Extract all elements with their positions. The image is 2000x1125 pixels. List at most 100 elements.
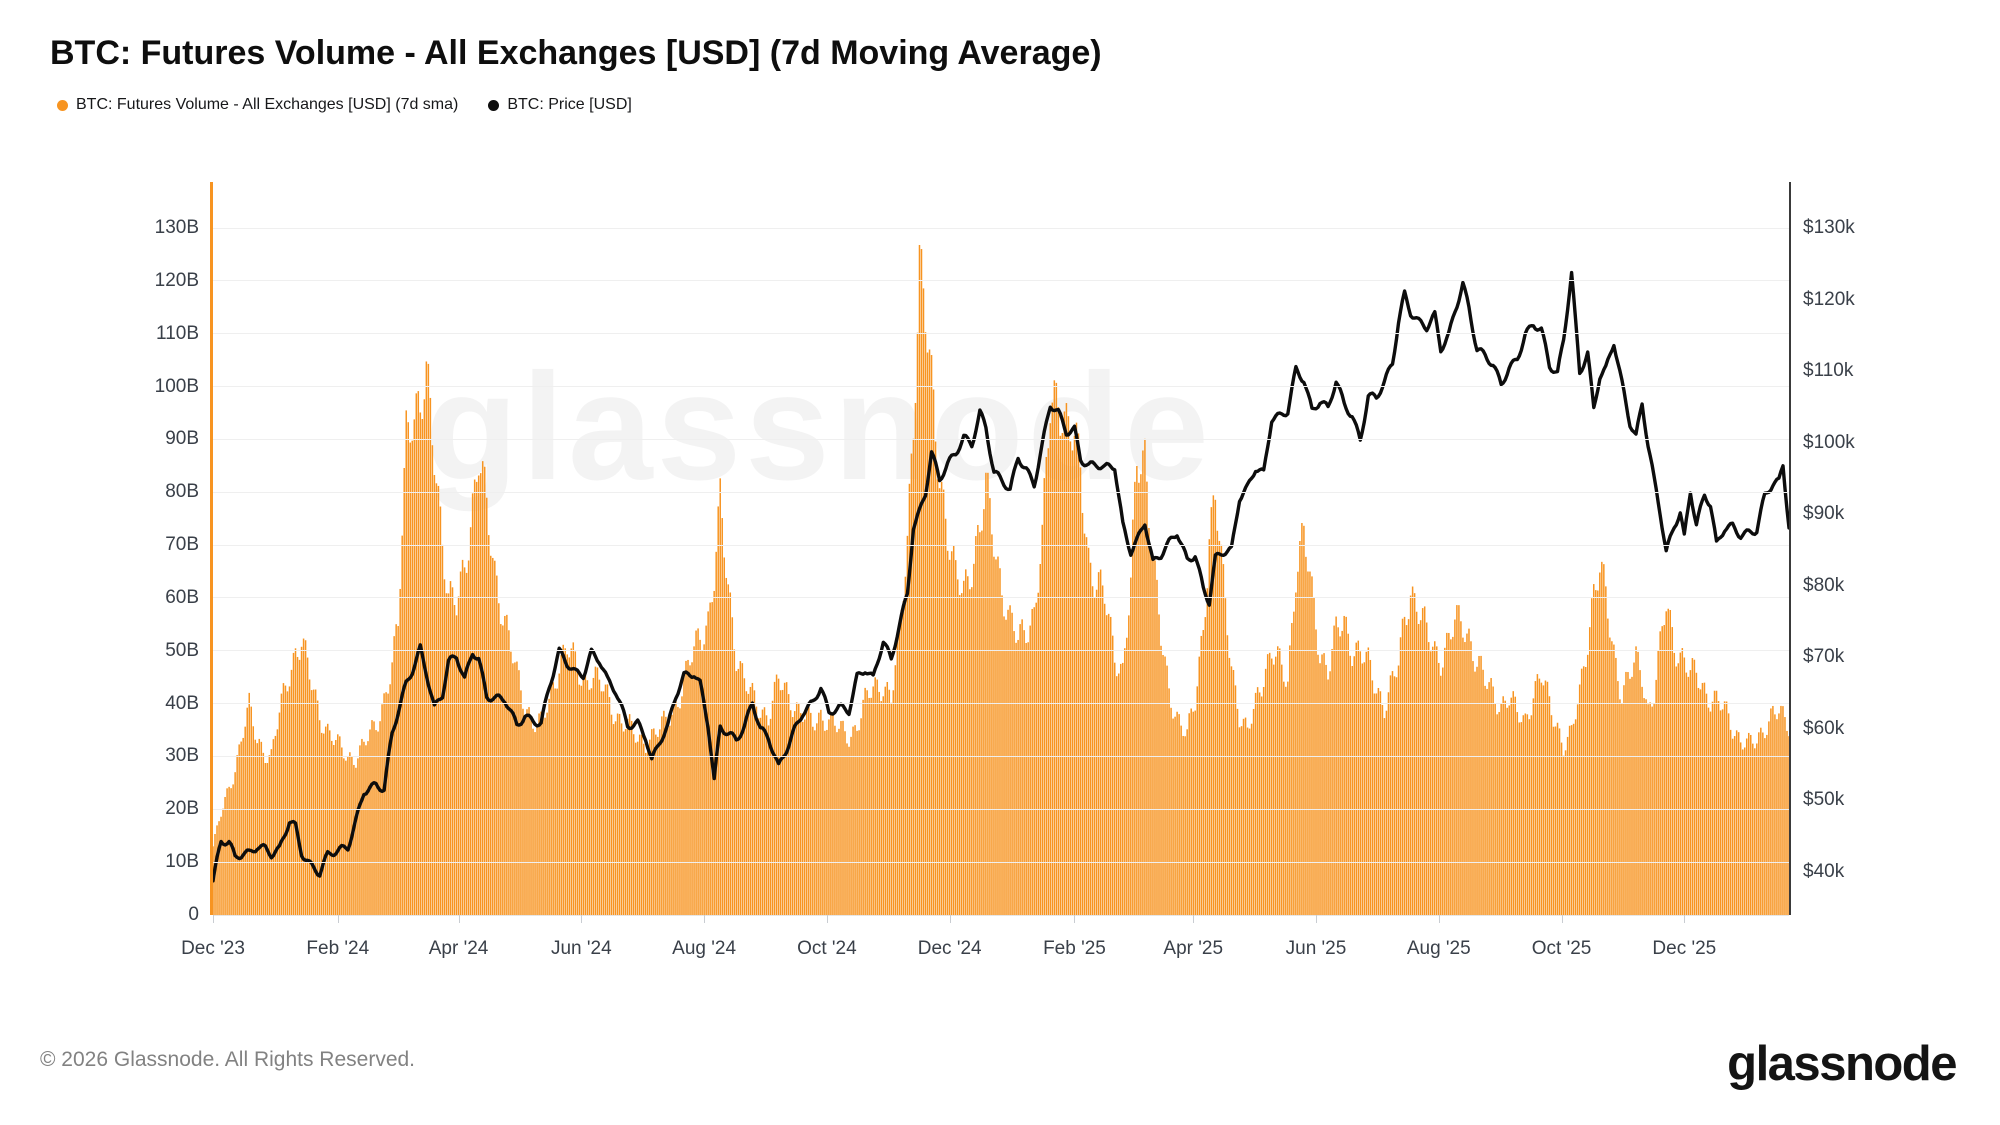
- legend-item-futures-volume[interactable]: BTC: Futures Volume - All Exchanges [USD…: [57, 96, 458, 114]
- volume-bar: [864, 687, 866, 915]
- volume-bar: [347, 756, 349, 915]
- volume-bar: [751, 682, 754, 915]
- volume-bar: [1111, 635, 1114, 915]
- volume-bar: [399, 588, 401, 915]
- volume-bar: [228, 786, 230, 915]
- volume-bar: [1703, 682, 1706, 915]
- volume-bar: [314, 689, 317, 915]
- y-axis-label-left: 30B: [165, 745, 199, 767]
- volume-bar: [1532, 698, 1535, 915]
- volume-bar: [252, 726, 255, 915]
- volume-bar: [743, 678, 746, 915]
- volume-bar: [1750, 734, 1752, 915]
- volume-bar: [701, 650, 703, 915]
- volume-bar: [1584, 667, 1587, 915]
- volume-bar: [1204, 617, 1207, 915]
- volume-bar: [1667, 608, 1669, 915]
- volume-bar: [1003, 616, 1005, 915]
- volume-bar: [991, 534, 993, 915]
- volume-bar: [1192, 711, 1194, 915]
- volume-bar: [862, 699, 864, 915]
- volume-bar: [1452, 636, 1454, 915]
- volume-bar: [1536, 674, 1539, 915]
- volume-bar: [1122, 662, 1124, 915]
- volume-bar: [1582, 666, 1585, 915]
- volume-bar: [1281, 664, 1283, 915]
- volume-bar: [1343, 615, 1345, 915]
- volume-bar: [1208, 539, 1211, 915]
- volume-bar: [1747, 732, 1750, 915]
- volume-bar: [1055, 382, 1058, 915]
- legend-item-price[interactable]: BTC: Price [USD]: [488, 96, 632, 114]
- volume-bar: [1427, 642, 1430, 915]
- volume-bar: [804, 719, 806, 915]
- volume-bar: [989, 498, 991, 915]
- volume-bar: [1733, 736, 1736, 915]
- volume-bar: [649, 739, 651, 915]
- chart-plot-area[interactable]: 0 10B 20B 30B 40B 50B 60B 70B 80B 90B 100B 110B 120B…: [0, 0, 2000, 1000]
- volume-bar: [1274, 656, 1277, 915]
- volume-bar: [1528, 719, 1531, 915]
- volume-bar: [1206, 588, 1209, 915]
- volume-bar: [1715, 690, 1718, 915]
- volume-bar: [439, 506, 442, 915]
- volume-bar: [860, 718, 862, 915]
- volume-bar: [353, 764, 355, 915]
- volume-bar: [1659, 631, 1661, 915]
- volume-bar: [866, 690, 868, 915]
- volume-bar: [733, 649, 736, 915]
- volume-bar: [1335, 616, 1337, 915]
- volume-bar: [435, 483, 438, 915]
- volume-bar: [1180, 725, 1182, 915]
- volume-bar: [1325, 664, 1327, 915]
- volume-bar: [775, 674, 778, 915]
- volume-bar: [246, 707, 248, 915]
- volume-bar: [1510, 697, 1512, 915]
- volume-bar: [592, 677, 595, 915]
- volume-bar: [1758, 732, 1760, 915]
- gridline-h: [213, 650, 1789, 652]
- volume-bar: [298, 659, 301, 915]
- volume-bar: [1546, 681, 1549, 915]
- volume-bar: [1458, 605, 1460, 915]
- volume-bar: [793, 711, 796, 915]
- volume-bar: [1353, 656, 1355, 915]
- volume-bar: [1381, 704, 1384, 915]
- volume-bar: [1492, 686, 1494, 915]
- volume-bar: [568, 657, 571, 915]
- volume-bar: [816, 723, 818, 915]
- volume-bar: [975, 536, 977, 915]
- volume-bar: [1776, 719, 1778, 915]
- volume-bar: [1077, 433, 1080, 915]
- volume-bar: [1770, 708, 1772, 915]
- volume-bar: [1605, 586, 1607, 915]
- volume-bar: [719, 478, 721, 915]
- volume-bar: [1655, 679, 1657, 915]
- volume-bar: [532, 728, 534, 915]
- volume-bar: [806, 710, 808, 915]
- volume-bar: [371, 720, 373, 915]
- volume-bar: [993, 556, 995, 915]
- volume-bar: [814, 730, 816, 915]
- x-axis-tick: [826, 915, 828, 923]
- volume-bar: [339, 736, 341, 915]
- volume-bar: [1538, 678, 1541, 915]
- x-axis-tick: [1561, 915, 1563, 923]
- volume-bar: [526, 709, 528, 915]
- volume-bar: [850, 736, 852, 915]
- volume-bar: [1168, 688, 1170, 915]
- volume-bar: [878, 691, 880, 915]
- volume-bar: [1717, 701, 1720, 915]
- volume-bar: [1283, 681, 1285, 915]
- volume-bar: [590, 688, 593, 915]
- volume-bar: [326, 723, 329, 915]
- y-axis-label-left: 110B: [156, 322, 199, 344]
- volume-bar: [564, 648, 566, 915]
- volume-bar: [383, 693, 385, 915]
- volume-bar: [689, 665, 691, 915]
- volume-bar: [836, 732, 838, 915]
- volume-bar: [1299, 540, 1301, 915]
- volume-bar: [1049, 423, 1052, 915]
- volume-bar: [1164, 656, 1166, 915]
- volume-bar: [1246, 727, 1249, 915]
